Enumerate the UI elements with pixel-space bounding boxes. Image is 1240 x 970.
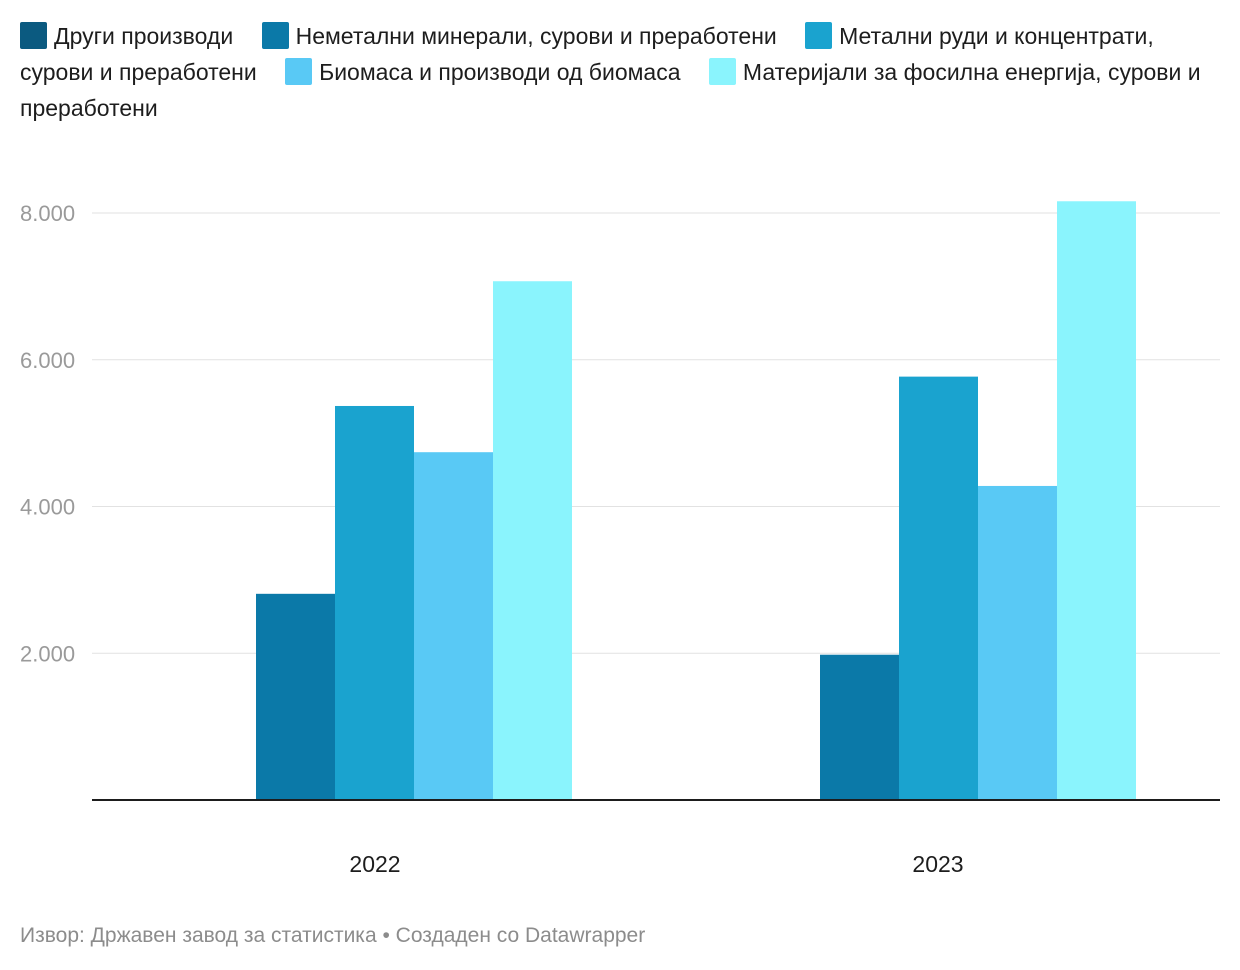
y-tick-label: 6.000	[20, 348, 75, 373]
legend-swatch	[708, 58, 736, 85]
y-tick-label: 4.000	[20, 495, 75, 520]
footer-source: Извор: Државен завод за статистика	[20, 924, 377, 947]
bar	[256, 593, 335, 800]
legend-label: Метални руди и концентрати, сурови и пре…	[20, 23, 1154, 85]
bar	[820, 654, 899, 800]
axis-layer: 2022 2023	[92, 799, 1220, 877]
bar-chart: 2.000 4.000 6.000 8.000 2022 2023	[20, 201, 1220, 877]
legend-item-other-products: Други производи	[20, 22, 234, 49]
legend-swatch	[261, 22, 289, 49]
x-tick-label: 2022	[349, 851, 400, 877]
chart-legend: Други производи Неметални минерали, суро…	[20, 18, 1225, 126]
legend-label: Неметални минерали, сурови и преработени	[295, 23, 777, 49]
legend-swatch	[805, 22, 833, 49]
bars-layer	[256, 201, 1136, 800]
x-tick-label: 2023	[912, 851, 963, 877]
bar	[414, 452, 493, 800]
legend-label: Материјали за фосилна енергија, сурови и…	[20, 59, 1201, 121]
bar	[899, 376, 978, 800]
bar	[978, 485, 1057, 800]
bar	[493, 281, 572, 800]
legend-item-biomass: Биомаса и производи од биомаса	[285, 58, 681, 85]
footer-separator: •	[376, 924, 396, 947]
bar	[335, 405, 414, 800]
legend-swatch	[285, 58, 313, 85]
y-tick-label: 8.000	[20, 201, 75, 226]
legend-item-fossil-energy: Материјали за фосилна енергија, сурови и…	[20, 58, 1201, 121]
chart-footer: Извор: Државен завод за статистика • Соз…	[20, 924, 645, 948]
bar	[1057, 201, 1136, 800]
footer-credit: Создаден со Datawrapper	[395, 924, 646, 947]
legend-label: Биомаса и производи од биомаса	[319, 59, 681, 85]
legend-item-metal-ores: Метални руди и концентрати, сурови и пре…	[20, 22, 1154, 85]
legend-item-non-metallic-minerals: Неметални минерали, сурови и преработени	[261, 22, 777, 49]
legend-swatch	[20, 22, 47, 49]
legend-label: Други производи	[54, 23, 234, 49]
y-tick-label: 2.000	[20, 641, 75, 666]
